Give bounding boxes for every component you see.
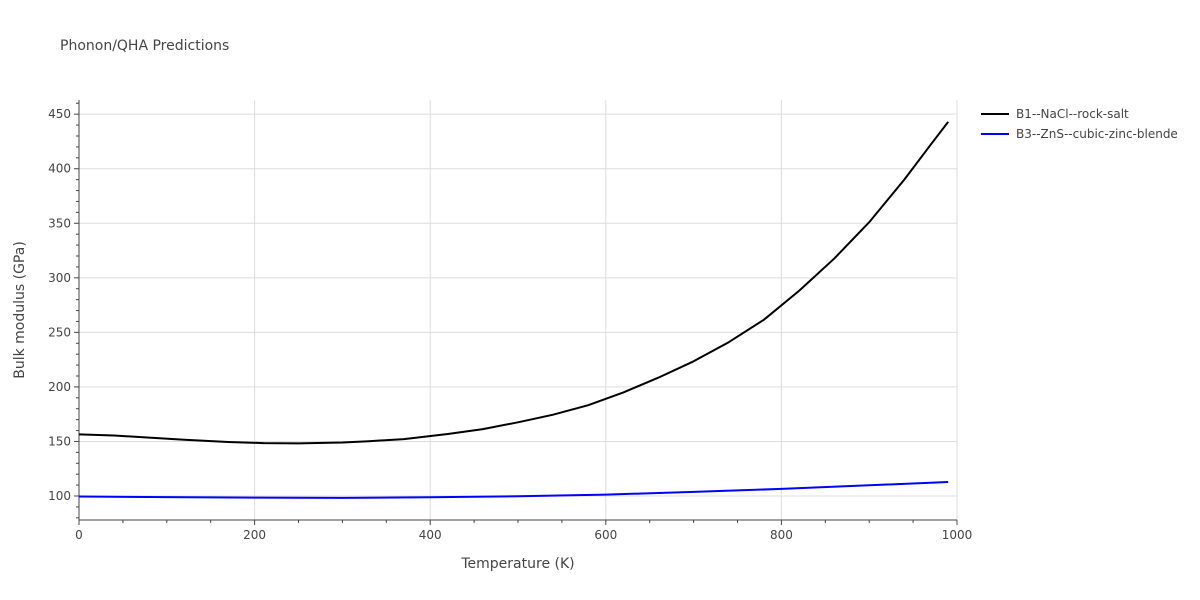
legend-item-1[interactable]: B1--NaCl--rock-salt xyxy=(981,107,1129,121)
tick-labels: 0 200 400 600 800 1000 100 150 200 250 300 350 400 45… xyxy=(48,107,972,542)
x-tick-label: 0 xyxy=(75,528,83,542)
legend[interactable]: B1--NaCl--rock-salt B3--ZnS--cubic-zinc-b… xyxy=(981,107,1178,141)
y-tick-label: 200 xyxy=(48,380,71,394)
x-tick-label: 200 xyxy=(243,528,266,542)
y-tick-label: 300 xyxy=(48,271,71,285)
axes xyxy=(74,100,958,525)
legend-item-2[interactable]: B3--ZnS--cubic-zinc-blende xyxy=(981,127,1178,141)
x-tick-label: 600 xyxy=(594,528,617,542)
series-line-2 xyxy=(78,481,949,499)
y-tick-label: 250 xyxy=(48,325,71,339)
x-axis-title: Temperature (K) xyxy=(460,556,574,572)
legend-label: B1--NaCl--rock-salt xyxy=(1016,107,1129,121)
y-axis-title: Bulk modulus (GPa) xyxy=(12,241,28,379)
legend-label: B3--ZnS--cubic-zinc-blende xyxy=(1016,127,1178,141)
x-tick-label: 800 xyxy=(770,528,793,542)
series-line-1 xyxy=(78,121,949,445)
y-tick-label: 400 xyxy=(48,162,71,176)
y-tick-label: 450 xyxy=(48,107,71,121)
grid xyxy=(79,100,958,520)
chart-title: Phonon/QHA Predictions xyxy=(60,38,229,54)
y-tick-label: 100 xyxy=(48,489,71,503)
y-tick-label: 150 xyxy=(48,434,71,448)
x-tick-label: 1000 xyxy=(942,528,973,542)
series xyxy=(78,121,949,499)
y-tick-label: 350 xyxy=(48,216,71,230)
x-tick-label: 400 xyxy=(419,528,442,542)
